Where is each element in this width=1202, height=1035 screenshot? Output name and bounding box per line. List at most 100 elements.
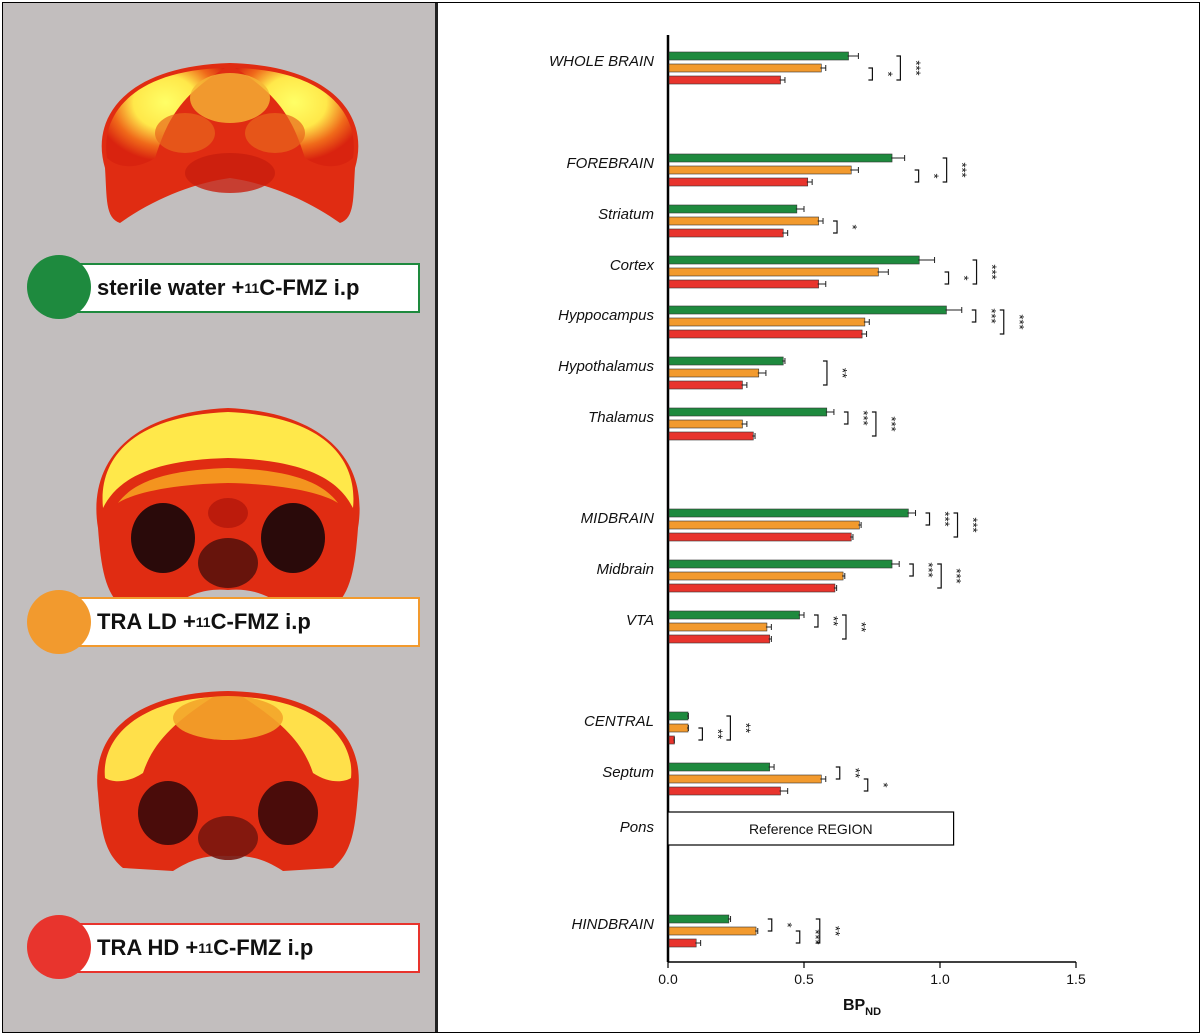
category-label: FOREBRAIN: [566, 155, 654, 172]
category-label: Septum: [602, 764, 654, 781]
x-tick-label: 0.5: [794, 971, 814, 987]
significance-label: ***: [884, 416, 899, 431]
bar-red: [668, 786, 781, 796]
bar-red: [668, 583, 836, 593]
significance-label: ***: [808, 929, 823, 944]
significance-bracket: [822, 360, 828, 386]
significance-label: **: [826, 616, 841, 626]
category-label: Pons: [620, 819, 655, 836]
significance-bracket: [795, 930, 801, 944]
significance-label: ***: [908, 60, 923, 75]
category-label: VTA: [626, 612, 654, 629]
category-label: Hypothalamus: [558, 358, 654, 375]
legend-sterile-water: sterile water + 11 C-FMZ i.p: [75, 263, 420, 313]
significance-bracket: [842, 614, 847, 640]
significance-bracket: [914, 169, 920, 183]
bar-green: [668, 914, 730, 924]
legend-tra-ld: TRA LD + 11 C-FMZ i.p: [75, 597, 420, 647]
bar-orange: [668, 368, 760, 378]
bar-orange: [668, 571, 844, 581]
brain-scan-tra-hd: [97, 691, 359, 871]
legend-tra-hd: TRA HD + 11 C-FMZ i.p: [75, 923, 420, 973]
legend-dot-red: [27, 915, 91, 979]
significance-label: ***: [921, 562, 936, 577]
category-label: CENTRAL: [584, 713, 654, 730]
brain-scan-tra-ld: [96, 408, 360, 610]
legend-label-sup: 11: [195, 614, 211, 630]
significance-label: *: [780, 922, 795, 927]
bar-orange: [668, 165, 852, 175]
significance-bracket: [871, 411, 877, 437]
significance-bracket: [942, 157, 948, 183]
significance-bracket: [698, 727, 703, 741]
significance-bracket: [944, 271, 950, 285]
significance-label: **: [835, 368, 850, 378]
category-label: HINDBRAIN: [571, 916, 654, 933]
bar-orange: [668, 622, 768, 632]
significance-bracket: [814, 614, 819, 628]
significance-bracket: [972, 259, 978, 285]
significance-bracket: [909, 563, 914, 577]
significance-bracket: [937, 563, 942, 589]
bar-green: [668, 51, 849, 61]
significance-label: *: [880, 71, 895, 76]
bar-red: [668, 634, 770, 644]
significance-label: *: [845, 224, 860, 229]
legend-label-pre: sterile water +: [97, 275, 245, 300]
x-axis-label-subscript: ND: [865, 1006, 881, 1018]
significance-label: **: [828, 926, 843, 936]
significance-label: ***: [938, 511, 953, 526]
bar-orange: [668, 267, 879, 277]
significance-label: **: [710, 729, 725, 739]
bar-red: [668, 431, 754, 441]
legend-label-sup: 11: [244, 280, 260, 296]
category-label: Hyppocampus: [558, 307, 654, 324]
bar-green: [668, 153, 893, 163]
significance-label: **: [854, 622, 869, 632]
significance-label: *: [876, 782, 891, 787]
legend-dot-green: [27, 255, 91, 319]
legend-label-pre: TRA LD +: [97, 609, 196, 634]
category-label: Thalamus: [588, 409, 654, 426]
significance-bracket: [999, 309, 1005, 335]
significance-bracket: [833, 220, 838, 234]
bar-red: [668, 177, 809, 187]
bar-orange: [668, 774, 822, 784]
bar-green: [668, 610, 800, 620]
bar-green: [668, 204, 798, 214]
significance-label: ***: [985, 264, 1000, 279]
bar-red: [668, 279, 819, 289]
significance-label: *: [927, 173, 942, 178]
bar-orange: [668, 520, 860, 530]
brain-images-panel: sterile water + 11 C-FMZ i.p TRA LD + 11 C…: [3, 3, 438, 1032]
reference-region-label: Reference REGION: [749, 821, 873, 837]
significance-label: **: [738, 723, 753, 733]
legend-label-post: C-FMZ i.p: [210, 609, 311, 634]
significance-label: ***: [949, 568, 964, 583]
bar-green: [668, 559, 893, 569]
significance-label: ***: [966, 517, 981, 532]
bar-green: [668, 508, 909, 518]
significance-bracket: [896, 55, 901, 81]
bar-green: [668, 407, 828, 417]
bar-orange: [668, 419, 743, 429]
significance-bracket: [767, 918, 773, 932]
bar-orange: [668, 723, 689, 733]
significance-label: **: [848, 768, 863, 778]
reference-region-box: [667, 811, 955, 846]
category-label: Cortex: [610, 257, 655, 274]
category-label: MIDBRAIN: [581, 510, 655, 527]
bar-green: [668, 356, 784, 366]
category-label: Striatum: [598, 206, 654, 223]
significance-bracket: [726, 715, 731, 741]
legend-label-sup: 11: [198, 940, 214, 956]
x-tick-label: 1.0: [930, 971, 950, 987]
bar-red: [668, 938, 697, 948]
significance-bracket: [953, 512, 959, 538]
significance-bracket: [925, 512, 931, 526]
legend-label-post: C-FMZ i.p: [213, 935, 314, 960]
bar-orange: [668, 926, 757, 936]
bar-red: [668, 380, 743, 390]
legend-label-pre: TRA HD +: [97, 935, 199, 960]
